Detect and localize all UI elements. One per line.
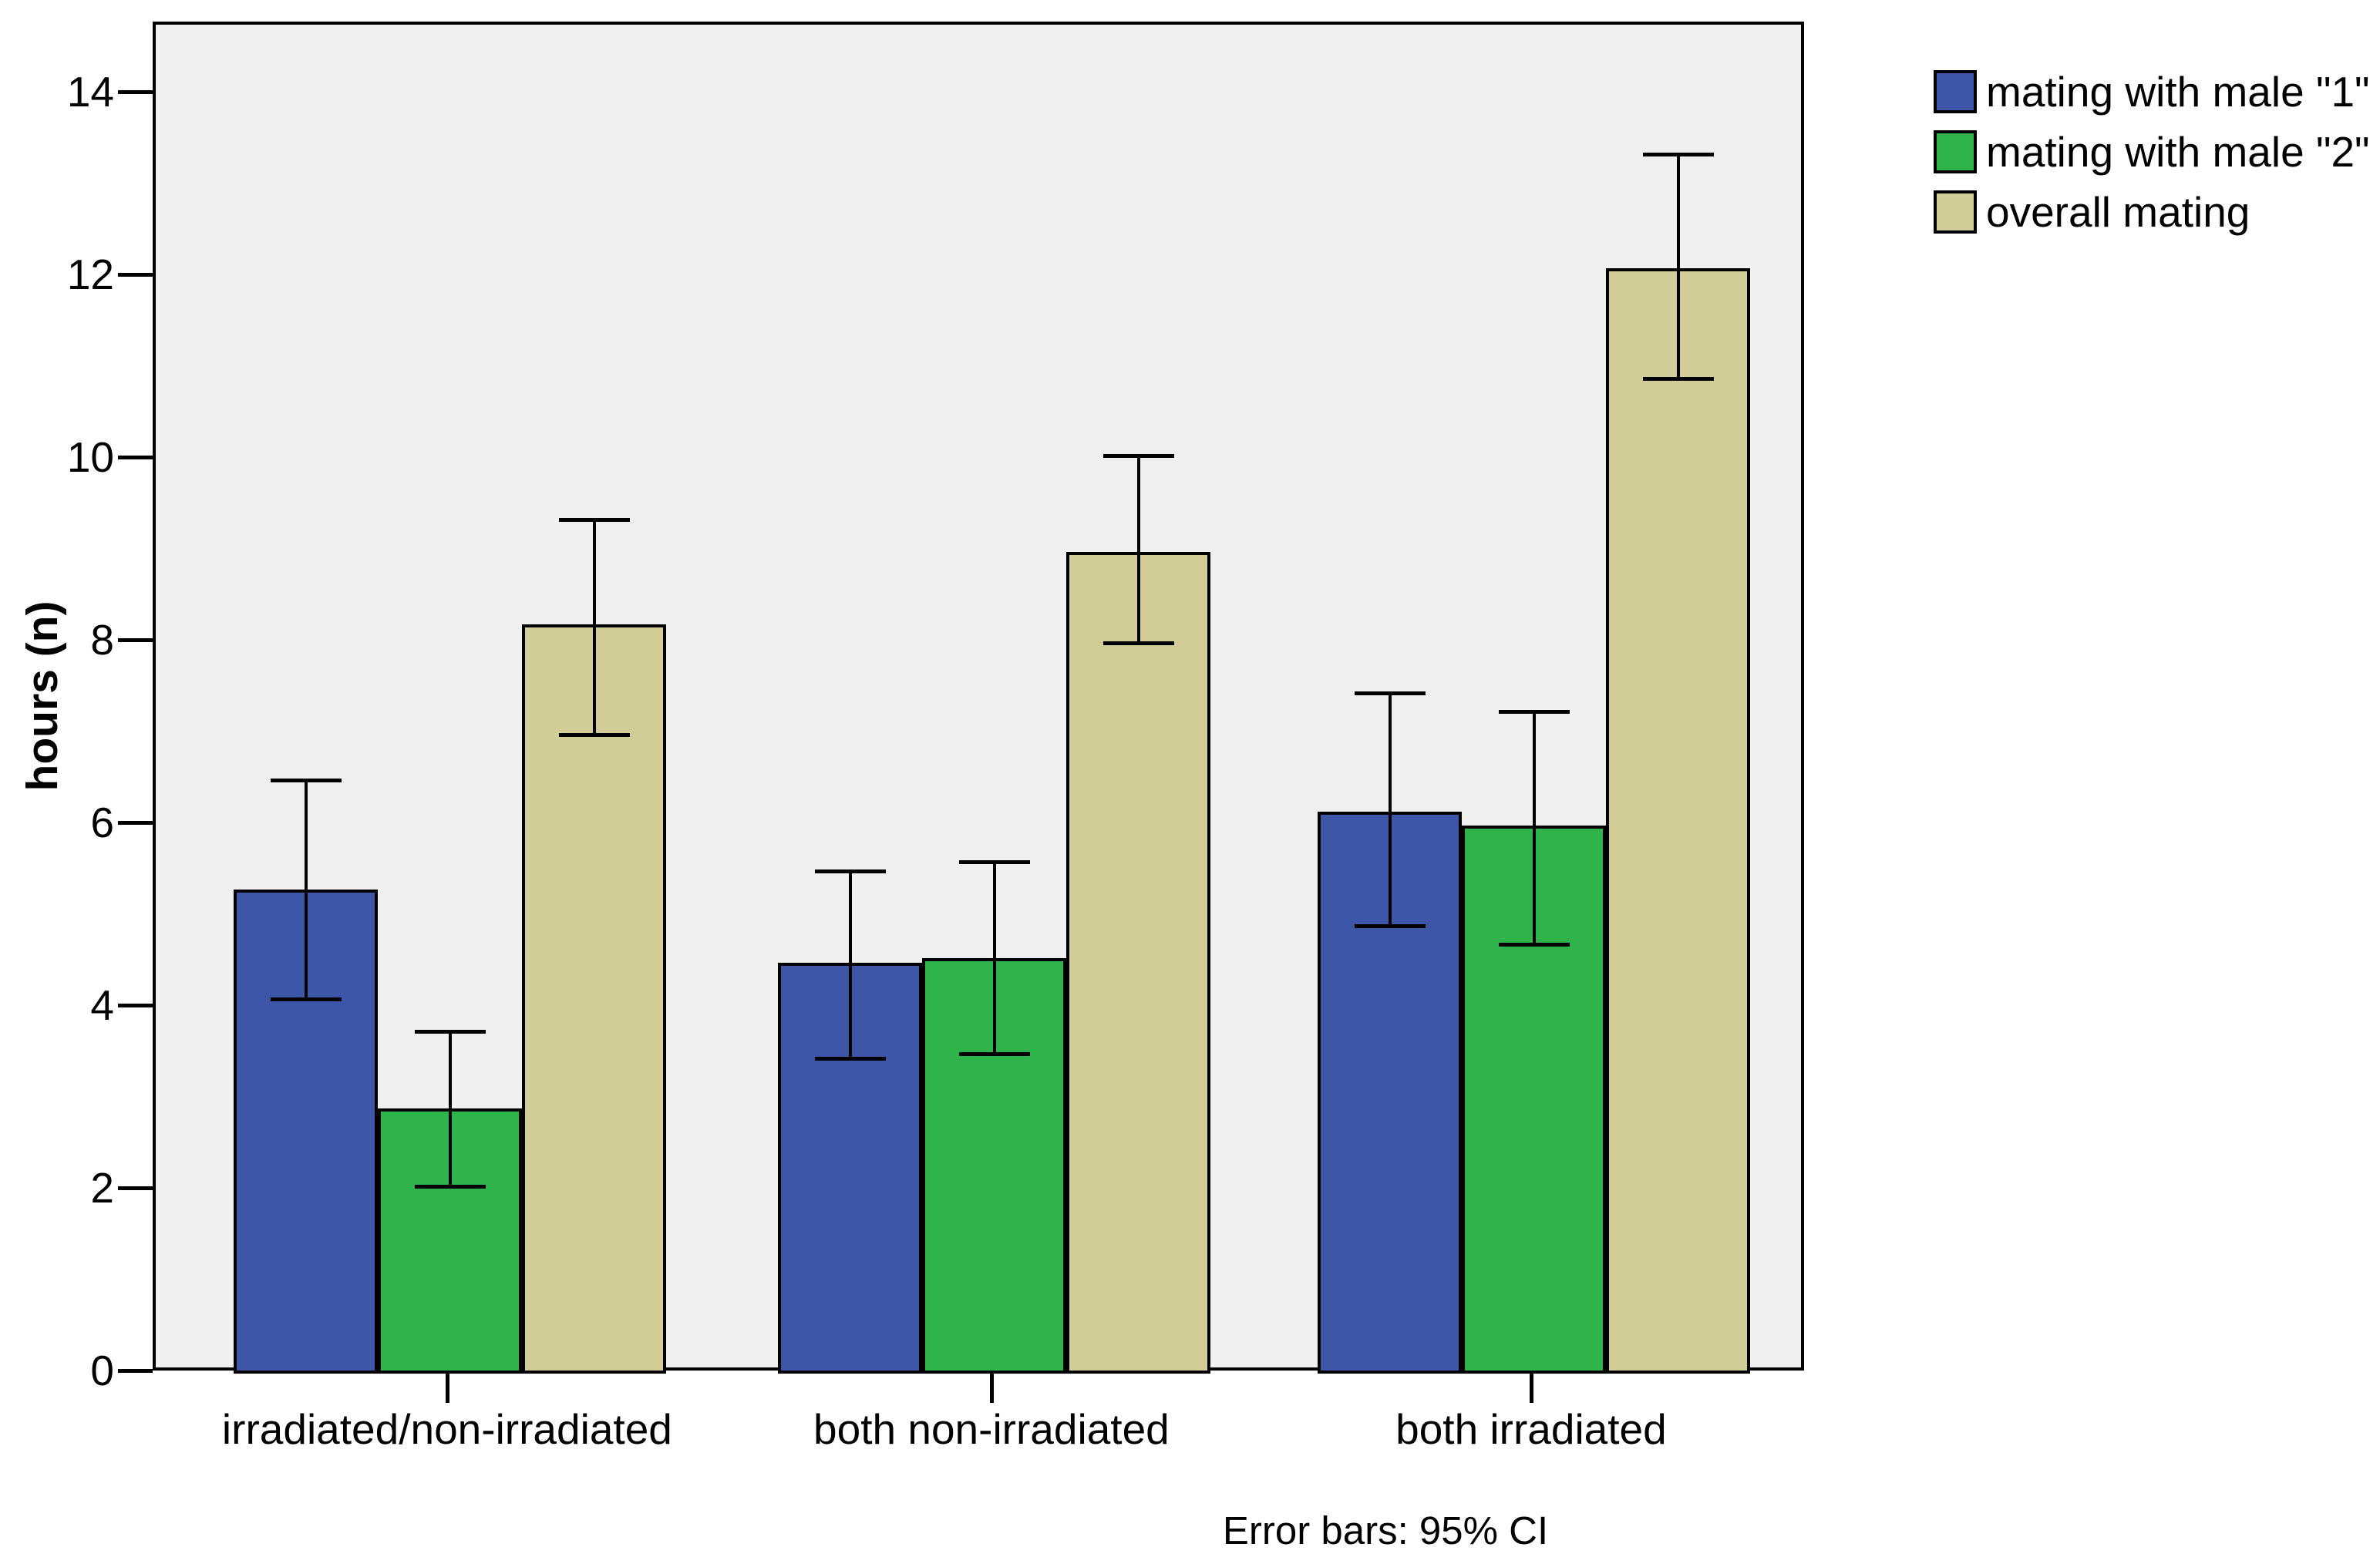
- error-bar-cap-top: [414, 1029, 486, 1034]
- legend-label: overall mating: [1986, 188, 2250, 236]
- error-bar-cap-bottom: [558, 732, 630, 737]
- bar-series3-group2: [1066, 551, 1211, 1374]
- error-bar-cap-top: [270, 778, 342, 782]
- error-bar-cap-bottom: [1102, 641, 1174, 646]
- legend-swatch-icon: [1934, 130, 1977, 173]
- error-bar-cap-bottom: [414, 1185, 486, 1189]
- y-tick-label: 6: [90, 799, 114, 847]
- legend-label: mating with male "2": [1986, 128, 2370, 176]
- legend-swatch-icon: [1934, 190, 1977, 234]
- x-tick-mark: [1529, 1371, 1533, 1403]
- y-tick-mark: [118, 1369, 153, 1373]
- error-bar-line: [1676, 154, 1680, 378]
- error-bar-line: [448, 1031, 452, 1187]
- error-bar-caption: Error bars: 95% CI: [1222, 1509, 1549, 1552]
- error-bar-cap-bottom: [1354, 924, 1426, 929]
- error-bar-line: [1388, 693, 1392, 927]
- y-tick-mark: [118, 90, 153, 95]
- error-bar-cap-bottom: [1642, 376, 1714, 381]
- error-bar-cap-top: [1642, 153, 1714, 157]
- legend: mating with male "1" mating with male "2"…: [1934, 68, 2370, 248]
- bar-series3-group3: [1606, 268, 1751, 1374]
- y-tick-mark: [118, 638, 153, 643]
- x-tick-mark: [989, 1371, 994, 1403]
- error-bar-cap-top: [814, 869, 886, 874]
- legend-label: mating with male "1": [1986, 68, 2370, 116]
- y-tick-label: 10: [66, 433, 114, 482]
- y-tick-label: 4: [90, 981, 114, 1030]
- error-bar-line: [304, 779, 308, 1000]
- x-tick-label-group1: irradiated/non-irradiated: [221, 1405, 672, 1453]
- error-bar-cap-bottom: [1498, 943, 1570, 947]
- y-tick-label: 0: [90, 1347, 114, 1394]
- legend-item-2: mating with male "2": [1934, 128, 2370, 176]
- x-tick-label-group3: both irradiated: [1395, 1405, 1667, 1453]
- x-tick-mark: [445, 1371, 449, 1403]
- error-bar-line: [1532, 711, 1536, 945]
- y-tick-label: 8: [90, 616, 114, 664]
- legend-swatch-icon: [1934, 70, 1977, 113]
- error-bar-line: [848, 871, 852, 1059]
- y-tick-mark: [118, 821, 153, 826]
- error-bar-line: [592, 520, 596, 735]
- error-bar-cap-bottom: [270, 997, 342, 1002]
- bar-series2-group2: [922, 957, 1067, 1374]
- error-bar-cap-top: [958, 860, 1030, 865]
- y-tick-mark: [118, 1004, 153, 1008]
- plot-area: [153, 22, 1804, 1374]
- y-tick-label: 2: [90, 1164, 114, 1213]
- bar-series1-group3: [1318, 812, 1463, 1374]
- error-bar-line: [1136, 456, 1140, 644]
- y-tick-label: 12: [66, 251, 114, 299]
- legend-item-3: overall mating: [1934, 188, 2370, 236]
- legend-item-1: mating with male "1": [1934, 68, 2370, 116]
- error-bar-cap-bottom: [958, 1052, 1030, 1057]
- error-bar-cap-bottom: [814, 1057, 886, 1061]
- y-tick-label: 14: [66, 68, 114, 116]
- y-tick-mark: [118, 456, 153, 460]
- y-tick-mark: [118, 273, 153, 277]
- error-bar-cap-top: [558, 518, 630, 523]
- error-bar-cap-top: [1354, 691, 1426, 696]
- bar-series3-group1: [522, 624, 667, 1374]
- error-bar-cap-top: [1498, 709, 1570, 714]
- error-bar-line: [992, 862, 996, 1054]
- y-tick-mark: [118, 1186, 153, 1191]
- x-tick-label-group2: both non-irradiated: [813, 1405, 1170, 1453]
- error-bar-cap-top: [1102, 454, 1174, 459]
